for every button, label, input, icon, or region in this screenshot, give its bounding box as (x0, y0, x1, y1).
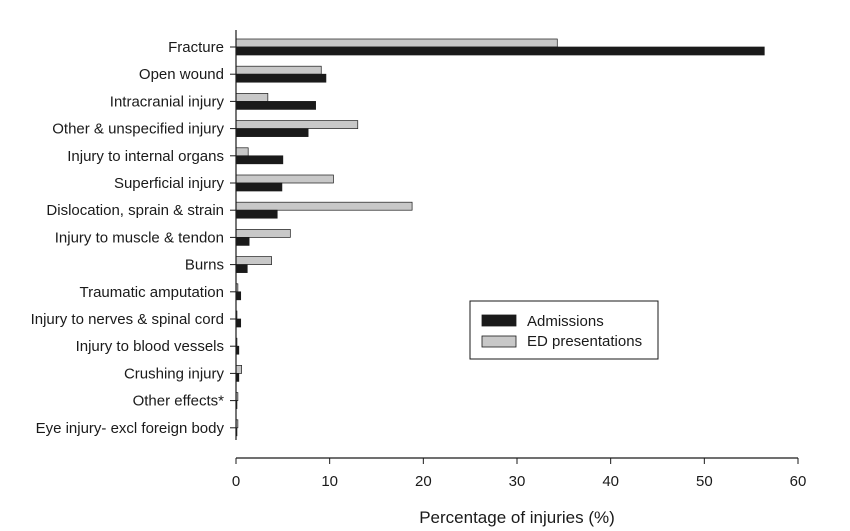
ticks-layer: 0 10 20 30 40 50 60 (230, 46, 807, 490)
category-label-dislocation-sprain-strain: Dislocation, sprain & strain (46, 202, 224, 219)
bar-admissions-injury-to-muscle-tendon (235, 237, 250, 246)
category-label-traumatic-amputation: Traumatic amputation (79, 284, 224, 301)
bar-ed-burns (235, 256, 272, 265)
x-tick-label-20: 20 (415, 473, 432, 490)
bar-admissions-other-unspecified-injury (235, 128, 309, 137)
category-label-burns: Burns (185, 257, 224, 274)
category-label-intracranial-injury: Intracranial injury (110, 93, 225, 110)
legend-box (469, 300, 659, 360)
bar-admissions-intracranial-injury (235, 101, 316, 110)
bar-ed-dislocation-sprain-strain (235, 201, 413, 211)
category-label-injury-to-muscle-tendon: Injury to muscle & tendon (55, 229, 224, 246)
bar-admissions-fracture (235, 46, 765, 56)
bar-admissions-superficial-injury (235, 182, 283, 192)
legend-swatch-admissions (481, 314, 517, 327)
bar-admissions-dislocation-sprain-strain (235, 209, 278, 219)
x-tick-label-60: 60 (790, 473, 807, 490)
bar-ed-injury-to-muscle-tendon (235, 229, 291, 238)
legend: Admissions ED presentations (469, 300, 659, 360)
category-label-open-wound: Open wound (139, 66, 224, 83)
legend-label-ed-presentations: ED presentations (527, 333, 642, 350)
bar-ed-superficial-injury (235, 174, 334, 184)
legend-label-admissions: Admissions (527, 313, 604, 330)
category-label-injury-to-blood-vessels: Injury to blood vessels (76, 338, 224, 355)
x-tick-label-10: 10 (321, 473, 338, 490)
bars-layer (235, 38, 765, 437)
bar-admissions-open-wound (235, 73, 327, 83)
bar-admissions-injury-to-nerves-spinal-cord (235, 318, 242, 328)
bar-ed-crushing-injury (235, 365, 242, 374)
bar-admissions-injury-to-internal-organs (235, 155, 284, 165)
bar-ed-fracture (235, 38, 558, 48)
x-tick-label-50: 50 (696, 473, 713, 490)
x-tick-label-0: 0 (232, 473, 240, 490)
x-axis-title: Percentage of injuries (%) (419, 508, 615, 527)
category-labels: Fracture Open wound Intracranial injury Oth… (31, 39, 225, 437)
bar-ed-open-wound (235, 65, 322, 75)
category-label-crushing-injury: Crushing injury (124, 365, 225, 382)
x-tick-label-30: 30 (509, 473, 526, 490)
bar-admissions-traumatic-amputation (235, 291, 242, 301)
bar-admissions-burns (235, 264, 248, 273)
category-label-injury-to-internal-organs: Injury to internal organs (67, 148, 224, 165)
category-label-fracture: Fracture (168, 39, 224, 56)
category-label-other-effects: Other effects* (133, 393, 225, 410)
bar-ed-intracranial-injury (235, 93, 269, 102)
category-label-injury-to-nerves-spinal-cord: Injury to nerves & spinal cord (31, 311, 224, 328)
bar-ed-injury-to-internal-organs (235, 147, 249, 157)
bar-ed-other-unspecified-injury (235, 120, 359, 129)
category-label-eye-injury-excl-foreign-body: Eye injury- excl foreign body (36, 420, 225, 437)
category-label-superficial-injury: Superficial injury (114, 175, 225, 192)
x-tick-label-40: 40 (602, 473, 619, 490)
category-label-other-unspecified-injury: Other & unspecified injury (52, 121, 224, 138)
legend-swatch-ed-presentations (481, 335, 517, 348)
